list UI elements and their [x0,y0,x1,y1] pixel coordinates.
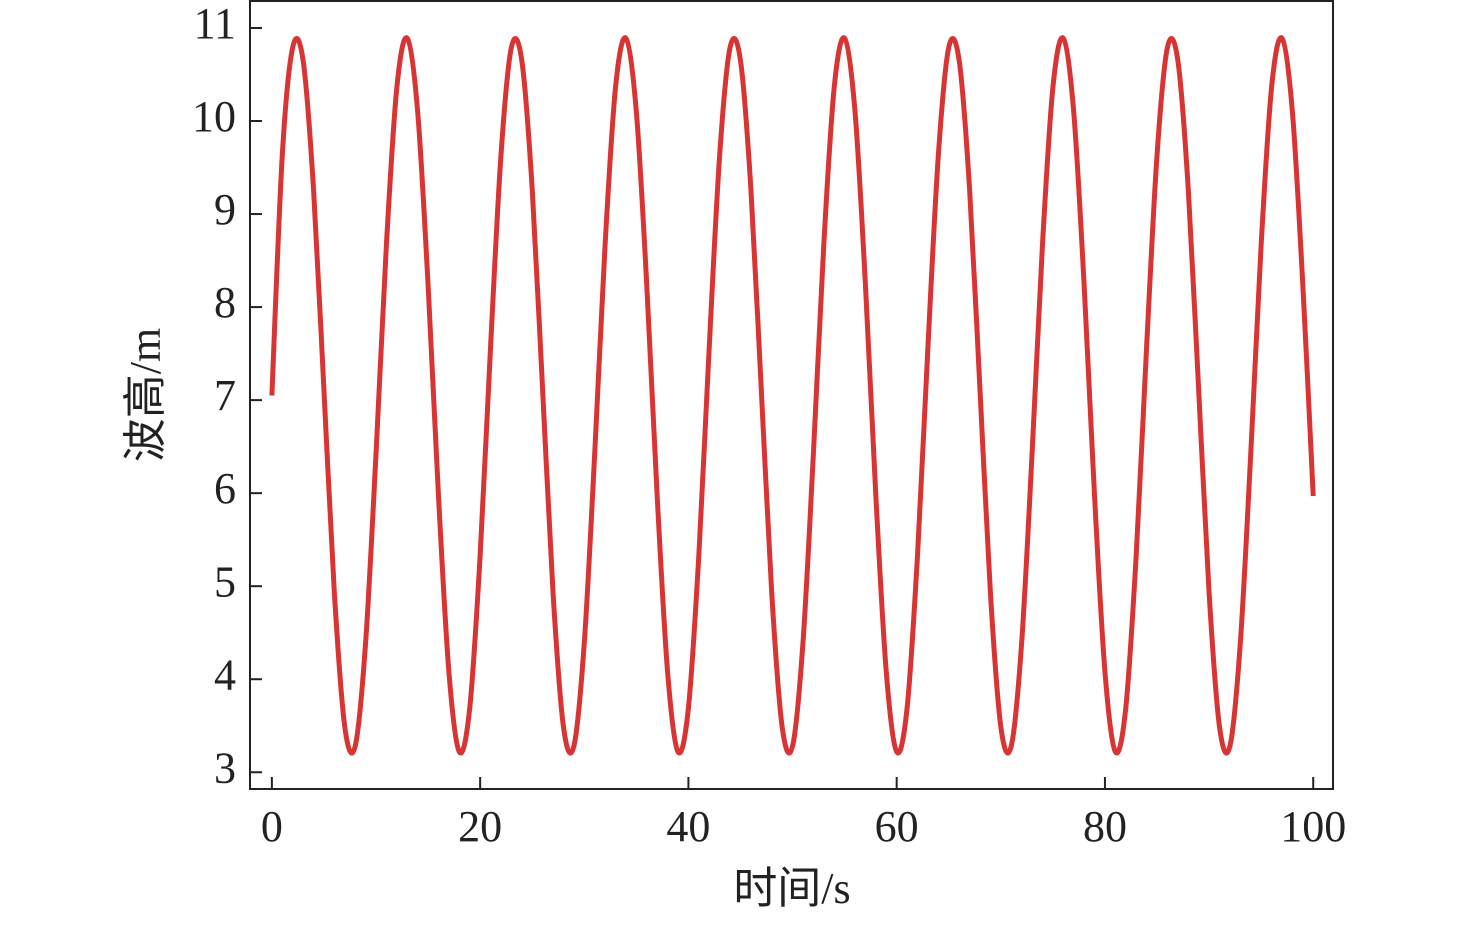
y-tick-label: 8 [214,278,236,327]
y-tick-label: 3 [214,743,236,792]
x-tick-label: 20 [458,802,502,851]
y-tick-label: 6 [214,464,236,513]
y-tick-label: 5 [214,557,236,606]
y-tick-label: 10 [192,92,236,141]
data-line [269,35,1316,756]
x-tick-label: 60 [875,802,919,851]
x-tick-label: 40 [666,802,710,851]
y-tick-label: 11 [194,0,236,48]
x-axis-label: 时间/s [733,864,850,913]
y-axis-label: 波高/m [121,328,170,462]
x-tick-label: 100 [1280,802,1346,851]
x-tick-label: 0 [261,802,283,851]
y-tick-label: 4 [214,650,236,699]
x-tick-label: 80 [1083,802,1127,851]
y-tick-label: 7 [214,371,236,420]
y-tick-label: 9 [214,185,236,234]
plot-frame [249,0,1334,790]
